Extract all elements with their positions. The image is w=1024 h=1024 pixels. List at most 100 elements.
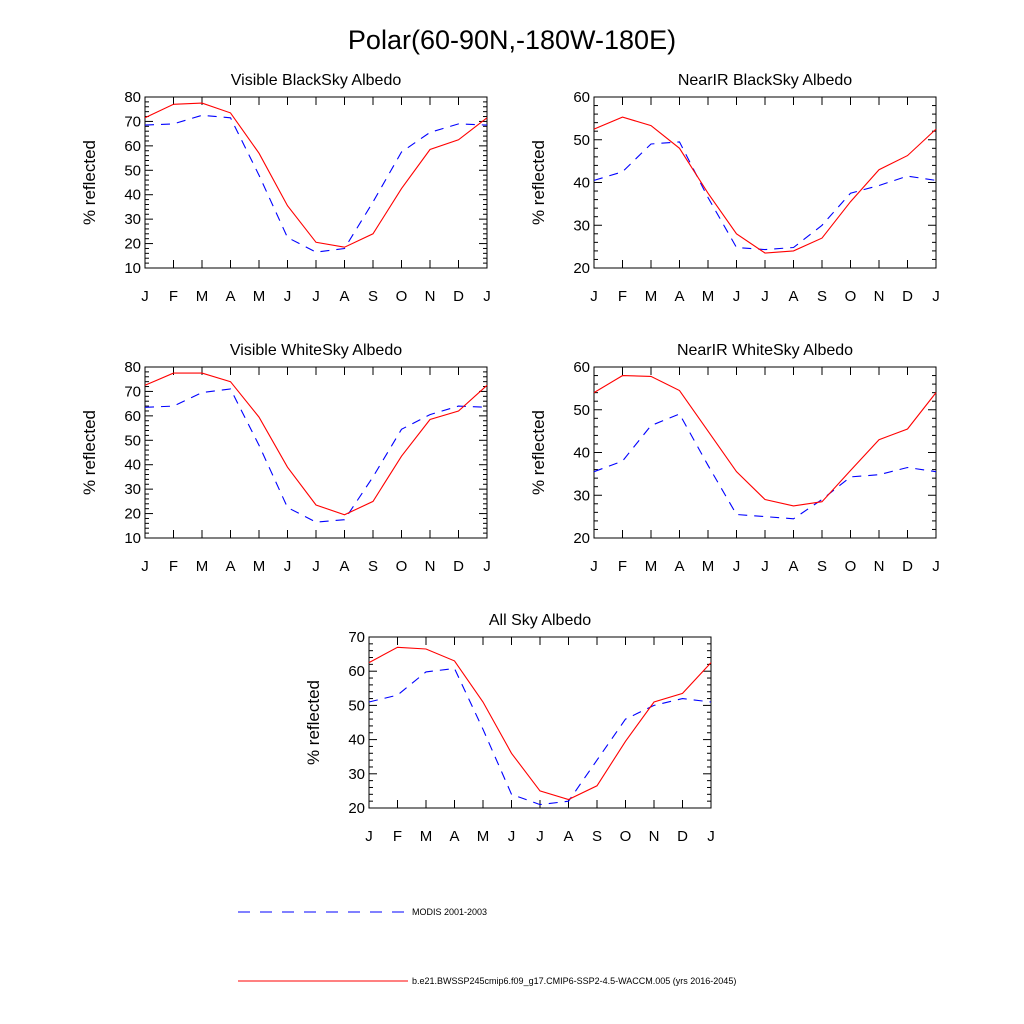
y-axis-label: % reflected — [304, 680, 323, 765]
x-tick-label: J — [761, 558, 769, 575]
chart-title: NearIR WhiteSky Albedo — [677, 342, 853, 359]
x-tick-label: O — [396, 288, 408, 305]
x-tick-label: J — [932, 558, 940, 575]
y-tick-label: 30 — [573, 487, 590, 504]
y-tick-label: 60 — [573, 359, 590, 376]
plot-frame — [593, 366, 937, 539]
chart-panels: Visible BlackSky Albedo % reflected 10 20 30… — [80, 72, 940, 845]
y-tick-label: 60 — [348, 663, 365, 680]
x-tick-label: A — [339, 558, 349, 575]
series-line-modis — [368, 667, 712, 806]
x-tick-label: M — [253, 288, 266, 305]
x-tick-label: F — [169, 288, 178, 305]
series-line-modis — [593, 141, 937, 251]
x-tick-label: J — [536, 828, 544, 845]
y-tick-label: 30 — [573, 217, 590, 234]
x-tick-label: M — [645, 558, 658, 575]
x-tick-label: A — [563, 828, 573, 845]
x-tick-label: A — [674, 288, 684, 305]
x-tick-label: D — [677, 828, 688, 845]
x-tick-label: O — [396, 558, 408, 575]
chart-panel-4: NearIR WhiteSky Albedo % reflected 20 30 40 5… — [529, 342, 940, 575]
y-tick-label: 60 — [573, 89, 590, 106]
chart-panel-3: Visible WhiteSky Albedo % reflected 10 20 30… — [80, 342, 491, 575]
x-tick-label: S — [592, 828, 602, 845]
x-tick-label: N — [649, 828, 660, 845]
series-line-modis — [593, 413, 937, 520]
x-tick-label: J — [483, 288, 491, 305]
y-tick-label: 40 — [124, 187, 141, 204]
chart-panel-2: NearIR BlackSky Albedo % reflected 20 30 40 5… — [529, 72, 940, 305]
x-tick-label: J — [312, 288, 320, 305]
y-tick-label: 10 — [124, 530, 141, 547]
y-tick-label: 40 — [573, 445, 590, 462]
y-axis-label: % reflected — [80, 140, 99, 225]
x-tick-label: D — [902, 288, 913, 305]
x-tick-label: J — [733, 558, 741, 575]
x-tick-label: J — [141, 558, 149, 575]
x-tick-label: M — [253, 558, 266, 575]
y-tick-label: 50 — [573, 402, 590, 419]
x-tick-label: J — [284, 558, 292, 575]
series-line-model — [144, 372, 488, 516]
x-tick-label: S — [368, 558, 378, 575]
series-line-model — [144, 102, 488, 248]
x-tick-label: J — [733, 288, 741, 305]
x-tick-label: O — [845, 288, 857, 305]
y-axis-label: % reflected — [80, 410, 99, 495]
chart-title: Visible BlackSky Albedo — [231, 72, 402, 89]
x-tick-label: A — [339, 288, 349, 305]
x-tick-label: J — [312, 558, 320, 575]
x-tick-label: J — [365, 828, 373, 845]
chart-title: NearIR BlackSky Albedo — [678, 72, 852, 89]
legend-label-modis: MODIS 2001-2003 — [412, 907, 487, 917]
x-tick-label: J — [707, 828, 715, 845]
y-tick-label: 80 — [124, 359, 141, 376]
x-tick-label: A — [225, 558, 235, 575]
chart-panel-5: All Sky Albedo % reflected 20 30 40 50 60 70 J F M… — [304, 612, 715, 845]
x-tick-label: J — [761, 288, 769, 305]
series-line-model — [593, 116, 937, 254]
x-tick-label: O — [845, 558, 857, 575]
x-tick-label: S — [817, 558, 827, 575]
x-tick-label: A — [674, 558, 684, 575]
y-tick-label: 20 — [573, 260, 590, 277]
x-tick-label: S — [817, 288, 827, 305]
y-tick-label: 40 — [348, 732, 365, 749]
y-tick-label: 50 — [348, 697, 365, 714]
y-tick-label: 50 — [573, 132, 590, 149]
y-axis-label: % reflected — [529, 410, 548, 495]
plot-frame — [593, 96, 937, 269]
y-tick-label: 70 — [124, 113, 141, 130]
x-tick-label: A — [225, 288, 235, 305]
y-tick-label: 20 — [573, 530, 590, 547]
x-tick-label: M — [196, 288, 209, 305]
chart-panel-1: Visible BlackSky Albedo % reflected 10 20 30… — [80, 72, 491, 305]
y-tick-label: 30 — [124, 211, 141, 228]
y-tick-label: 40 — [124, 457, 141, 474]
y-tick-label: 70 — [348, 629, 365, 646]
x-tick-label: O — [620, 828, 632, 845]
chart-title: All Sky Albedo — [489, 612, 591, 629]
legend: MODIS 2001-2003 b.e21.BWSSP245cmip6.f09_… — [238, 907, 736, 986]
series-line-modis — [144, 114, 488, 253]
series-line-model — [593, 375, 937, 507]
legend-label-model: b.e21.BWSSP245cmip6.f09_g17.CMIP6-SSP2-4… — [412, 976, 736, 986]
x-tick-label: M — [477, 828, 490, 845]
x-tick-label: D — [453, 288, 464, 305]
x-tick-label: N — [874, 288, 885, 305]
x-tick-label: J — [590, 558, 598, 575]
y-tick-label: 60 — [124, 138, 141, 155]
x-tick-label: D — [453, 558, 464, 575]
x-tick-label: M — [645, 288, 658, 305]
y-tick-label: 30 — [124, 481, 141, 498]
x-tick-label: A — [449, 828, 459, 845]
y-tick-label: 30 — [348, 766, 365, 783]
x-tick-label: D — [902, 558, 913, 575]
x-tick-label: F — [618, 558, 627, 575]
figure-title: Polar(60-90N,-180W-180E) — [348, 25, 676, 55]
plot-frame — [368, 636, 712, 809]
x-tick-label: J — [590, 288, 598, 305]
x-tick-label: J — [284, 288, 292, 305]
